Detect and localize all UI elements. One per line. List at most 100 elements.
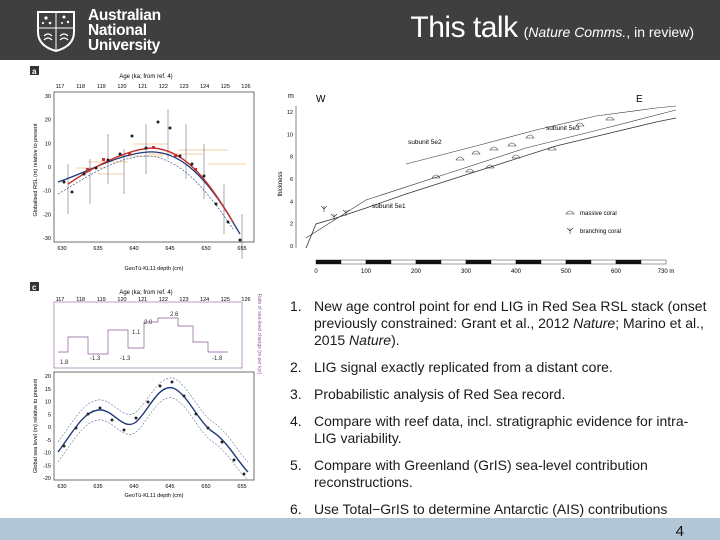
scale-segment bbox=[615, 259, 642, 265]
figure-b-east: E bbox=[636, 94, 643, 105]
figure-c-blue-curve bbox=[57, 387, 249, 473]
figure-b-y-label: thickness bbox=[278, 171, 284, 196]
talk-point-number: 3. bbox=[290, 386, 302, 402]
top-tick-label: 119 bbox=[97, 297, 106, 303]
scale-segment bbox=[365, 259, 392, 265]
title-paren-rest: , in review) bbox=[626, 24, 694, 40]
c-annot-4: 1.1 bbox=[132, 330, 141, 336]
scale-tick-label: 730 m bbox=[658, 269, 675, 275]
figure-a-svg: a Age (ka; from ref. 4) 117 118 119 120 121 1… bbox=[30, 66, 255, 272]
y-tick-label: 12 bbox=[287, 110, 293, 116]
anu-crest-icon bbox=[37, 11, 75, 52]
y-tick-label: -10 bbox=[43, 451, 51, 457]
talk-point-number: 2. bbox=[290, 359, 302, 375]
talk-point-text: Probabilistic analysis of Red Sea record… bbox=[314, 386, 566, 402]
panel-c-badge bbox=[30, 282, 39, 291]
talk-point-1: 1. New age control point for end LIG in R… bbox=[290, 298, 710, 349]
talk-point-text: LIG signal exactly replicated from a dis… bbox=[314, 359, 613, 375]
y-tick-label: 0 bbox=[48, 425, 51, 431]
talk-point-text: ). bbox=[391, 332, 400, 348]
x-tick-label: 640 bbox=[129, 246, 138, 252]
scale-tick-label: 500 bbox=[561, 269, 572, 275]
figure-a-x-ticks: 630 635 640 645 650 655 bbox=[57, 246, 246, 252]
x-tick-label: 650 bbox=[201, 484, 210, 490]
logo-line-3: University bbox=[88, 37, 160, 54]
figure-b-west: W bbox=[316, 94, 326, 105]
figure-c-x-ticks: 630 635 640 645 650 655 bbox=[57, 484, 246, 490]
top-tick-label: 121 bbox=[138, 84, 147, 90]
figure-c-y-ticks: 20 15 10 5 0 -5 -10 -15 -20 bbox=[43, 374, 51, 482]
talk-point-text: Use Total−GrIS to determine Antarctic (A… bbox=[314, 501, 668, 517]
scale-tick-label: 0 bbox=[314, 269, 318, 275]
talk-point-text: New age control point for end LIG in Red… bbox=[314, 298, 707, 331]
figure-a-top-axis-title: Age (ka; from ref. 4) bbox=[119, 74, 172, 80]
panel-c-letter: c bbox=[32, 283, 37, 292]
figure-b-scale-bar: 0 100 200 300 400 500 600 730 m bbox=[314, 259, 675, 275]
top-tick-label: 123 bbox=[179, 297, 188, 303]
y-tick-label: 4 bbox=[290, 199, 293, 205]
journal-name: Nature bbox=[349, 332, 392, 348]
x-tick-label: 655 bbox=[237, 484, 246, 490]
x-tick-label: 630 bbox=[57, 484, 66, 490]
figure-c-svg: c Age (ka; from ref. 4) 117 118 119 120 121 1… bbox=[30, 282, 262, 499]
figure-a-red-points bbox=[86, 146, 197, 171]
y-tick-label: 0 bbox=[48, 165, 51, 171]
x-tick-label: 635 bbox=[93, 246, 102, 252]
y-tick-label: -15 bbox=[43, 463, 51, 469]
title-citation: (Nature Comms., in review) bbox=[524, 24, 694, 40]
talk-point-number: 1. bbox=[290, 298, 302, 314]
y-tick-label: -30 bbox=[43, 236, 51, 242]
figure-reef-cross-section: m W E 12 10 8 6 4 2 0 thickness subunit 5e3 su… bbox=[276, 88, 696, 280]
footer-bar bbox=[0, 518, 720, 540]
top-tick-label: 118 bbox=[76, 297, 85, 303]
scale-segment bbox=[540, 259, 567, 265]
talk-point-text: Compare with reef data, incl. stratigrap… bbox=[314, 413, 689, 446]
y-tick-label: 30 bbox=[45, 94, 51, 100]
talk-point-text: Compare with Greenland (GrIS) sea-level … bbox=[314, 457, 648, 490]
figure-a-points bbox=[62, 120, 242, 242]
y-tick-label: 8 bbox=[290, 155, 293, 161]
top-tick-label: 123 bbox=[179, 84, 188, 90]
top-tick-label: 118 bbox=[76, 84, 85, 90]
scale-segment bbox=[390, 259, 417, 265]
y-tick-label: -20 bbox=[43, 212, 51, 218]
title-main: This talk bbox=[410, 11, 518, 44]
figure-a-top-ticks: 117 118 119 120 121 122 123 124 125 126 bbox=[56, 84, 251, 90]
talk-point-3: 3. Probabilistic analysis of Red Sea reco… bbox=[290, 386, 710, 403]
figure-panel-a: a Age (ka; from ref. 4) 117 118 119 120 121 1… bbox=[28, 64, 264, 274]
figure-c-top-axis-title: Age (ka; from ref. 4) bbox=[119, 290, 172, 296]
y-tick-label: -20 bbox=[43, 476, 51, 482]
top-tick-label: 119 bbox=[97, 84, 106, 90]
talk-point-number: 4. bbox=[290, 413, 302, 429]
y-tick-label: 0 bbox=[290, 244, 293, 250]
top-tick-label: 124 bbox=[200, 84, 209, 90]
x-tick-label: 645 bbox=[165, 246, 174, 252]
figure-c-x-label: GeoTü-KL11 depth (cm) bbox=[125, 493, 184, 499]
top-tick-label: 126 bbox=[241, 84, 250, 90]
figure-a-blue-band bbox=[57, 155, 234, 230]
figure-c-upper-band bbox=[57, 377, 249, 463]
journal-name: Nature bbox=[573, 315, 616, 331]
y-tick-label: -10 bbox=[43, 189, 51, 195]
figure-a-y-ticks: 30 20 10 0 -10 -20 -30 bbox=[43, 94, 51, 242]
logo-line-1: Australian bbox=[88, 7, 161, 24]
y-tick-label: 6 bbox=[290, 177, 293, 183]
c-annot-7: -1.8 bbox=[212, 356, 223, 362]
scale-tick-label: 400 bbox=[511, 269, 522, 275]
figure-b-unit-boundary bbox=[305, 109, 677, 239]
c-annot-1: 1.8 bbox=[60, 360, 69, 366]
scale-tick-label: 600 bbox=[611, 269, 622, 275]
panel-a-badge bbox=[30, 66, 39, 75]
logo-line-2: National bbox=[88, 22, 147, 39]
figure-c-side-label: Rate of sea-level change (m per kyr) bbox=[256, 294, 262, 375]
talk-point-6: 6. Use Total−GrIS to determine Antarctic … bbox=[290, 501, 710, 518]
legend-branching-coral: branching coral bbox=[580, 229, 621, 235]
y-tick-label: 10 bbox=[287, 132, 293, 138]
c-annot-6: 2.6 bbox=[170, 312, 179, 318]
top-tick-label: 122 bbox=[159, 84, 168, 90]
figure-c-frame bbox=[53, 371, 255, 481]
talk-point-number: 6. bbox=[290, 501, 302, 517]
talk-point-5: 5. Compare with Greenland (GrIS) sea-leve… bbox=[290, 457, 710, 491]
talk-points-list: 1. New age control point for end LIG in R… bbox=[290, 298, 710, 528]
figure-b-y-unit: m bbox=[288, 93, 294, 100]
